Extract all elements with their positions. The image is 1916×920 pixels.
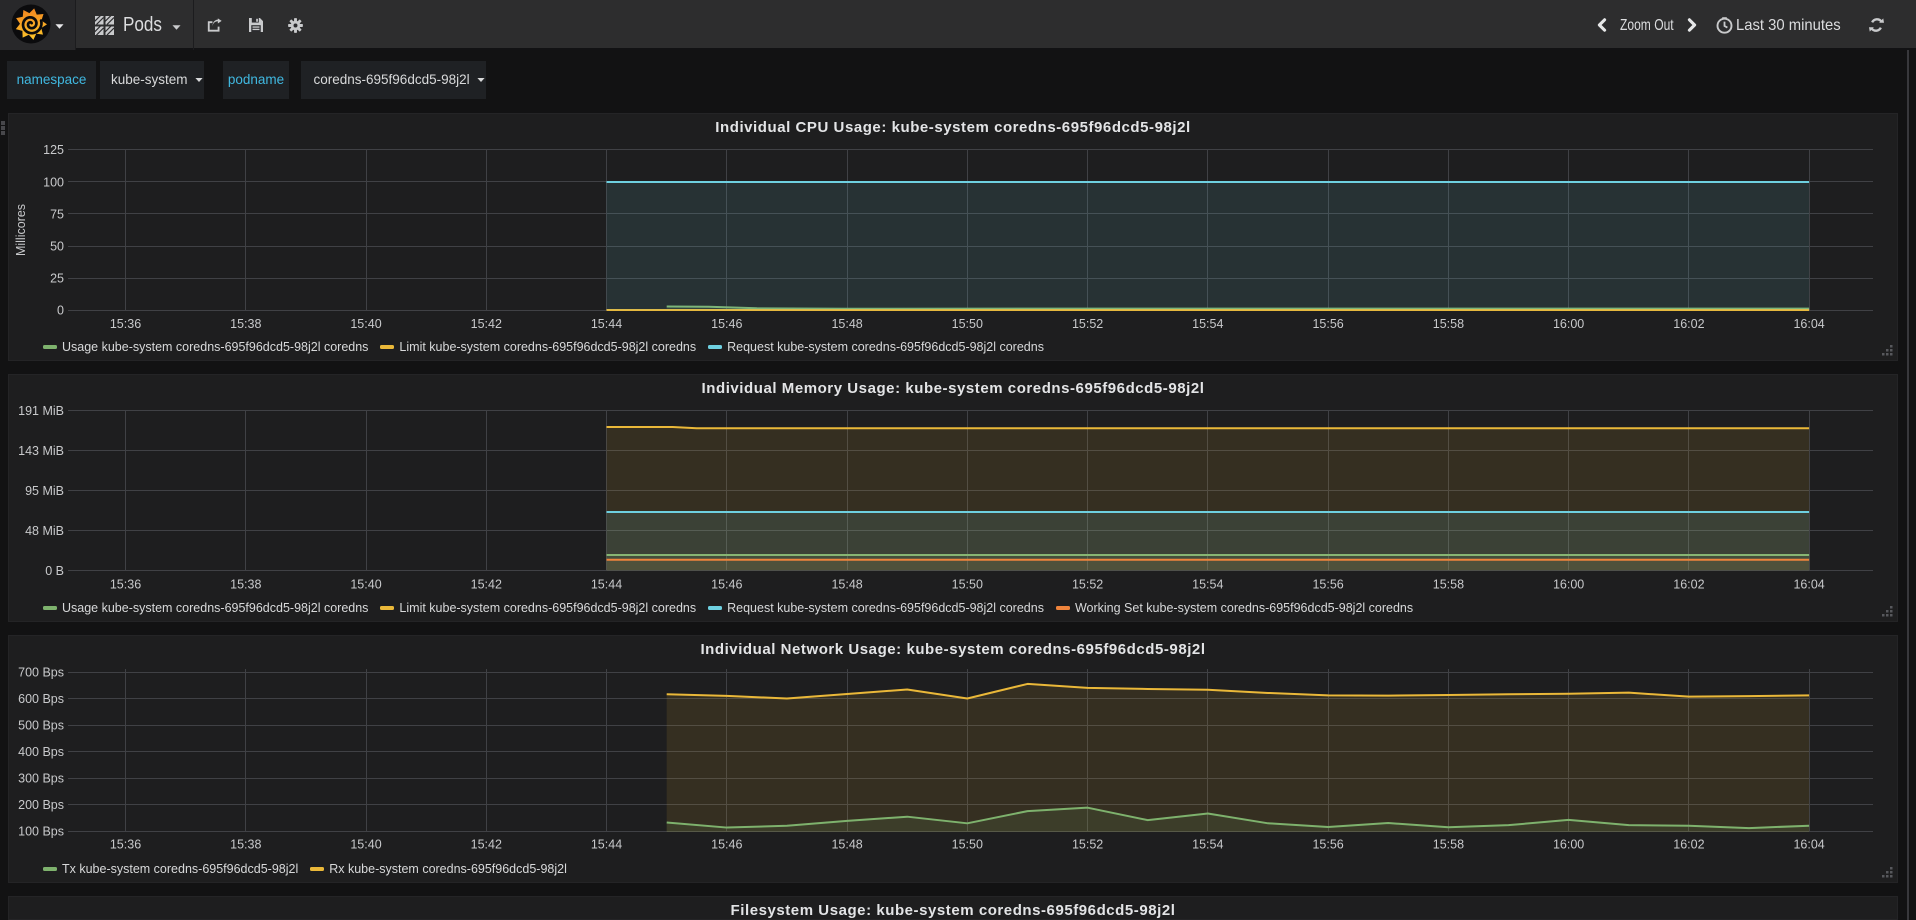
svg-text:15:36: 15:36 xyxy=(110,838,141,852)
svg-text:15:38: 15:38 xyxy=(230,317,261,331)
svg-text:15:48: 15:48 xyxy=(831,578,862,592)
svg-text:0 B: 0 B xyxy=(45,564,64,578)
svg-text:15:44: 15:44 xyxy=(591,578,622,592)
svg-text:15:40: 15:40 xyxy=(350,317,381,331)
svg-text:15:44: 15:44 xyxy=(591,838,622,852)
svg-text:500 Bps: 500 Bps xyxy=(18,719,64,733)
svg-text:15:38: 15:38 xyxy=(230,578,261,592)
svg-text:15:58: 15:58 xyxy=(1433,838,1464,852)
svg-text:16:04: 16:04 xyxy=(1793,578,1824,592)
svg-text:15:46: 15:46 xyxy=(711,838,742,852)
svg-text:15:52: 15:52 xyxy=(1072,578,1103,592)
svg-text:16:00: 16:00 xyxy=(1553,838,1584,852)
svg-text:15:48: 15:48 xyxy=(831,317,862,331)
svg-text:48 MiB: 48 MiB xyxy=(25,524,64,538)
svg-text:15:36: 15:36 xyxy=(110,317,141,331)
svg-text:400 Bps: 400 Bps xyxy=(18,745,64,759)
svg-text:15:58: 15:58 xyxy=(1433,578,1464,592)
svg-text:16:02: 16:02 xyxy=(1673,317,1704,331)
svg-text:15:46: 15:46 xyxy=(711,317,742,331)
svg-text:100: 100 xyxy=(43,175,64,189)
svg-text:125: 125 xyxy=(43,143,64,157)
svg-text:15:52: 15:52 xyxy=(1072,317,1103,331)
svg-text:15:36: 15:36 xyxy=(110,578,141,592)
svg-text:15:54: 15:54 xyxy=(1192,838,1223,852)
svg-text:300 Bps: 300 Bps xyxy=(18,772,64,786)
svg-text:15:54: 15:54 xyxy=(1192,317,1223,331)
svg-text:0: 0 xyxy=(57,304,64,318)
svg-text:15:52: 15:52 xyxy=(1072,838,1103,852)
svg-text:15:40: 15:40 xyxy=(350,578,381,592)
svg-text:200 Bps: 200 Bps xyxy=(18,798,64,812)
svg-text:15:46: 15:46 xyxy=(711,578,742,592)
svg-text:15:50: 15:50 xyxy=(952,838,983,852)
svg-text:Millicores: Millicores xyxy=(14,204,28,256)
svg-text:15:56: 15:56 xyxy=(1312,578,1343,592)
svg-text:16:04: 16:04 xyxy=(1793,317,1824,331)
svg-text:15:50: 15:50 xyxy=(952,578,983,592)
svg-text:16:00: 16:00 xyxy=(1553,578,1584,592)
svg-text:15:42: 15:42 xyxy=(471,578,502,592)
svg-text:16:02: 16:02 xyxy=(1673,578,1704,592)
svg-text:191 MiB: 191 MiB xyxy=(18,404,64,418)
svg-text:15:38: 15:38 xyxy=(230,838,261,852)
svg-text:600 Bps: 600 Bps xyxy=(18,692,64,706)
svg-text:50: 50 xyxy=(50,240,64,254)
svg-text:16:04: 16:04 xyxy=(1793,838,1824,852)
svg-text:15:44: 15:44 xyxy=(591,317,622,331)
svg-text:15:54: 15:54 xyxy=(1192,578,1223,592)
svg-text:15:56: 15:56 xyxy=(1312,838,1343,852)
svg-text:100 Bps: 100 Bps xyxy=(18,825,64,839)
svg-text:25: 25 xyxy=(50,272,64,286)
svg-text:15:42: 15:42 xyxy=(471,317,502,331)
svg-text:95 MiB: 95 MiB xyxy=(25,484,64,498)
svg-text:15:56: 15:56 xyxy=(1312,317,1343,331)
svg-text:15:50: 15:50 xyxy=(952,317,983,331)
svg-text:15:40: 15:40 xyxy=(350,838,381,852)
svg-text:16:00: 16:00 xyxy=(1553,317,1584,331)
svg-text:700 Bps: 700 Bps xyxy=(18,666,64,680)
svg-text:15:42: 15:42 xyxy=(471,838,502,852)
svg-text:75: 75 xyxy=(50,207,64,221)
svg-text:143 MiB: 143 MiB xyxy=(18,444,64,458)
svg-text:16:02: 16:02 xyxy=(1673,838,1704,852)
svg-text:15:48: 15:48 xyxy=(831,838,862,852)
svg-text:15:58: 15:58 xyxy=(1433,317,1464,331)
